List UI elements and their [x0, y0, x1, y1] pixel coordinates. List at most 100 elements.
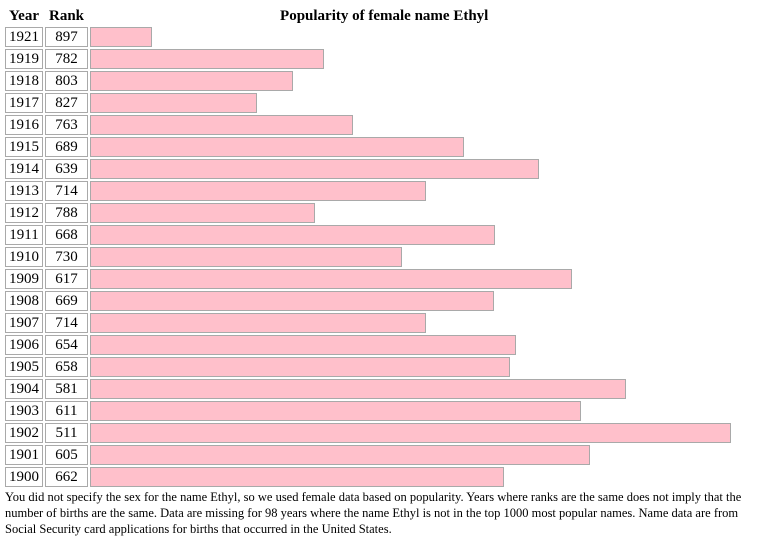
- table-row: 1901 605: [5, 445, 731, 465]
- rank-bar: [90, 269, 572, 289]
- year-cell: 1914: [5, 159, 43, 179]
- bar-cell: [90, 269, 731, 289]
- rank-bar: [90, 159, 539, 179]
- rank-bar: [90, 137, 464, 157]
- rank-cell: 788: [45, 203, 89, 223]
- bar-cell: [90, 71, 731, 91]
- rank-cell: 782: [45, 49, 89, 69]
- bar-cell: [90, 313, 731, 333]
- rank-cell: 730: [45, 247, 89, 267]
- rank-bar: [90, 401, 581, 421]
- bar-cell: [90, 247, 731, 267]
- year-cell: 1917: [5, 93, 43, 113]
- bar-cell: [90, 49, 731, 69]
- rank-cell: 654: [45, 335, 89, 355]
- rank-bar: [90, 467, 505, 487]
- rank-bar: [90, 247, 403, 267]
- year-cell: 1919: [5, 49, 43, 69]
- year-cell: 1910: [5, 247, 43, 267]
- year-cell: 1903: [5, 401, 43, 421]
- rank-cell: 668: [45, 225, 89, 245]
- table-row: 1903 611: [5, 401, 731, 421]
- year-cell: 1911: [5, 225, 43, 245]
- table-row: 1913 714: [5, 181, 731, 201]
- bar-cell: [90, 203, 731, 223]
- rank-cell: 689: [45, 137, 89, 157]
- bar-cell: [90, 445, 731, 465]
- rank-bar: [90, 357, 511, 377]
- rank-bar: [90, 115, 353, 135]
- rank-column-header: Rank: [49, 7, 85, 24]
- year-cell: 1916: [5, 115, 43, 135]
- year-cell: 1900: [5, 467, 43, 487]
- table-row: 1914 639: [5, 159, 731, 179]
- rank-bar: [90, 181, 427, 201]
- year-cell: 1915: [5, 137, 43, 157]
- table-body: 1921 897 1919 782 1918 803 1917 827 1916 763 1915 6…: [5, 27, 731, 487]
- table-row: 1909 617: [5, 269, 731, 289]
- bar-cell: [90, 357, 731, 377]
- year-cell: 1912: [5, 203, 43, 223]
- rank-cell: 511: [45, 423, 89, 443]
- bar-cell: [90, 137, 731, 157]
- rank-bar: [90, 49, 325, 69]
- rank-cell: 714: [45, 313, 89, 333]
- chart-title: Popularity of female name Ethyl: [280, 7, 489, 24]
- rank-bar: [90, 423, 731, 443]
- footnote: You did not specify the sex for the name…: [5, 490, 742, 536]
- rank-cell: 827: [45, 93, 89, 113]
- rank-cell: 611: [45, 401, 89, 421]
- rank-cell: 617: [45, 269, 89, 289]
- rank-cell: 581: [45, 379, 89, 399]
- header-row: Year Rank Popularity of female name Ethy…: [5, 7, 731, 25]
- table-row: 1908 669: [5, 291, 731, 311]
- table-row: 1910 730: [5, 247, 731, 267]
- bar-cell: [90, 93, 731, 113]
- year-column-header: Year: [9, 7, 39, 24]
- year-cell: 1913: [5, 181, 43, 201]
- bar-cell: [90, 27, 731, 47]
- table-row: 1915 689: [5, 137, 731, 157]
- rank-cell: 897: [45, 27, 89, 47]
- bar-cell: [90, 423, 731, 443]
- year-cell: 1905: [5, 357, 43, 377]
- table-row: 1918 803: [5, 71, 731, 91]
- table-row: 1907 714: [5, 313, 731, 333]
- rank-cell: 658: [45, 357, 89, 377]
- bar-cell: [90, 115, 731, 135]
- bar-cell: [90, 379, 731, 399]
- table-row: 1902 511: [5, 423, 731, 443]
- rank-table: Year Rank Popularity of female name Ethy…: [3, 5, 733, 489]
- rank-cell: 763: [45, 115, 89, 135]
- year-cell: 1906: [5, 335, 43, 355]
- rank-bar: [90, 93, 257, 113]
- rank-bar: [90, 313, 427, 333]
- year-cell: 1907: [5, 313, 43, 333]
- table-row: 1906 654: [5, 335, 731, 355]
- year-cell: 1909: [5, 269, 43, 289]
- year-cell: 1904: [5, 379, 43, 399]
- year-cell: 1918: [5, 71, 43, 91]
- rank-cell: 605: [45, 445, 89, 465]
- bar-cell: [90, 225, 731, 245]
- rank-bar: [90, 379, 626, 399]
- table-row: 1917 827: [5, 93, 731, 113]
- bar-cell: [90, 467, 731, 487]
- bar-cell: [90, 291, 731, 311]
- table-row: 1916 763: [5, 115, 731, 135]
- rank-bar: [90, 71, 293, 91]
- rank-cell: 662: [45, 467, 89, 487]
- bar-cell: [90, 159, 731, 179]
- bar-cell: [90, 401, 731, 421]
- table-row: 1919 782: [5, 49, 731, 69]
- rank-cell: 669: [45, 291, 89, 311]
- rank-bar: [90, 445, 590, 465]
- year-cell: 1901: [5, 445, 43, 465]
- rank-cell: 803: [45, 71, 89, 91]
- table-row: 1900 662: [5, 467, 731, 487]
- table-row: 1921 897: [5, 27, 731, 47]
- rank-bar: [90, 203, 316, 223]
- table-row: 1911 668: [5, 225, 731, 245]
- year-cell: 1908: [5, 291, 43, 311]
- table-row: 1905 658: [5, 357, 731, 377]
